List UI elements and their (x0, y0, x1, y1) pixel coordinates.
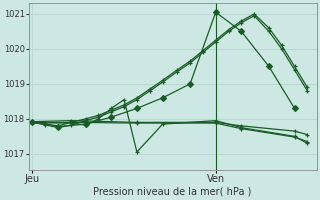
X-axis label: Pression niveau de la mer( hPa ): Pression niveau de la mer( hPa ) (93, 187, 252, 197)
